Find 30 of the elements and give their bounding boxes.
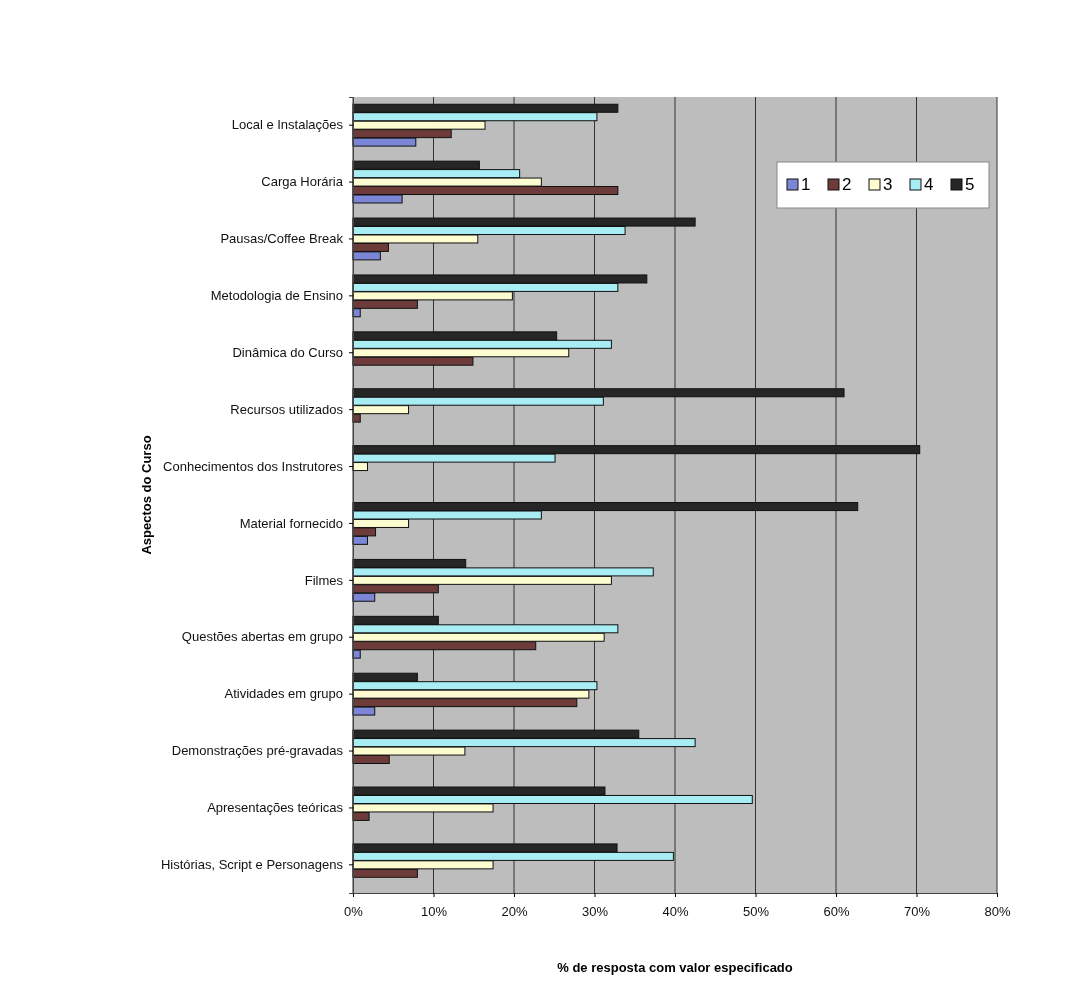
legend-label: 5 <box>965 175 975 194</box>
y-tick-label: Metodologia de Ensino <box>210 288 343 304</box>
y-tick-label: Local e Instalações <box>231 117 344 133</box>
x-tick-label: 10% <box>420 904 448 920</box>
legend-label: 2 <box>842 175 852 194</box>
y-tick-label: Atividades em grupo <box>224 686 343 702</box>
legend-label: 4 <box>924 175 934 194</box>
x-tick-label: 0% <box>344 904 364 920</box>
y-tick-label: Filmes <box>304 572 344 588</box>
x-tick-label: 40% <box>662 904 689 920</box>
x-tick-label: 80% <box>984 904 1011 920</box>
y-tick-label: Pausas/Coffee Break <box>220 231 344 247</box>
y-tick-label: Dinâmica do Curso <box>232 344 343 360</box>
x-axis-title: % de resposta com valor especificado <box>557 960 793 975</box>
x-tick-label: 30% <box>581 904 609 920</box>
y-axis-title: Aspectos do Curso <box>138 435 154 555</box>
y-tick-label: Carga Horária <box>261 174 344 190</box>
legend-label: 1 <box>801 175 811 194</box>
y-tick-label: Histórias, Script e Personagens <box>160 857 344 872</box>
x-tick-label: 50% <box>742 904 770 920</box>
y-tick-label: Conhecimentos dos Instrutores <box>163 458 344 474</box>
x-tick-label: 60% <box>823 904 850 920</box>
x-tick-label: 70% <box>903 904 931 920</box>
x-tick-label: 20% <box>501 904 528 920</box>
y-tick-label: Recursos utilizados <box>230 401 344 417</box>
y-tick-label: Demonstrações pré-gravadas <box>171 743 344 759</box>
y-tick-label: Apresentações teóricas <box>207 800 344 816</box>
y-tick-label: Questões abertas em grupo <box>181 629 343 645</box>
legend-label: 3 <box>883 175 893 194</box>
y-tick-label: Material fornecido <box>239 515 343 531</box>
